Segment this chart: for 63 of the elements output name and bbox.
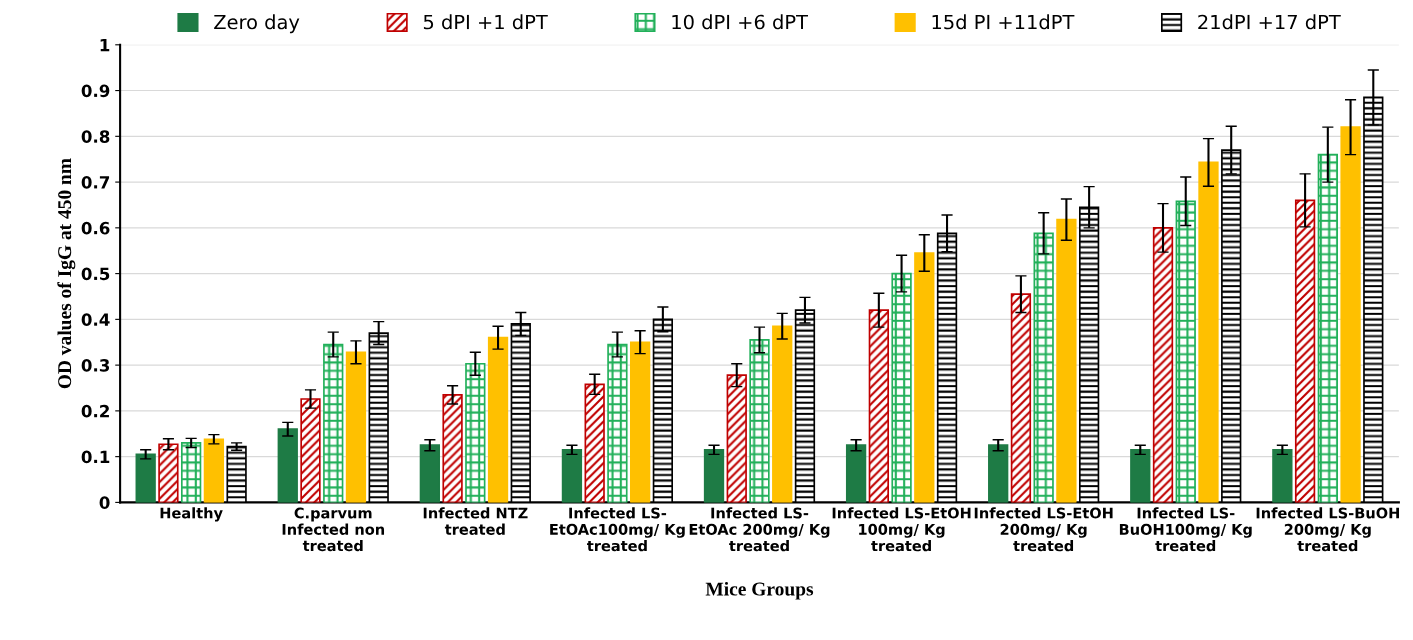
bar bbox=[345, 351, 367, 503]
x-tick-label: Infected NTZ treated bbox=[423, 507, 528, 535]
bar bbox=[1056, 218, 1077, 503]
x-tick-label: Infected LS- EtOAc 200mg/ Kg treated bbox=[689, 507, 830, 552]
bar bbox=[1340, 126, 1361, 503]
bar bbox=[1198, 161, 1219, 503]
y-tick-label: 0.3 bbox=[81, 359, 110, 372]
x-tick-label: C.parvum Infected non treated bbox=[282, 507, 385, 552]
bar bbox=[988, 444, 1009, 503]
bar bbox=[726, 374, 747, 503]
bar bbox=[1152, 227, 1174, 503]
legend-label: 21dPI +17 dPT bbox=[1198, 14, 1341, 30]
x-tick-label: Infected LS- BuOH100mg/ Kg treated bbox=[1119, 507, 1252, 552]
x-tick-label: Infected LS-EtOH 100mg/ Kg treated bbox=[832, 507, 971, 552]
x-tick-label: Infected LS-BuOH 200mg/ Kg treated bbox=[1256, 507, 1399, 552]
bar bbox=[607, 343, 628, 503]
x-tick-label: Infected LS- EtOAc100mg/ Kg treated bbox=[550, 507, 685, 552]
y-tick-label: 0.4 bbox=[81, 313, 110, 326]
x-tick-label: Healthy bbox=[160, 507, 223, 522]
bar bbox=[1294, 199, 1316, 503]
y-tick-label: 0.7 bbox=[81, 176, 110, 189]
bar bbox=[203, 438, 225, 503]
y-tick-label: 1 bbox=[100, 38, 110, 52]
bar bbox=[277, 428, 298, 503]
bar bbox=[1272, 448, 1293, 503]
y-tick-label: 0.6 bbox=[81, 221, 110, 235]
bar bbox=[442, 394, 463, 503]
bar bbox=[323, 343, 344, 503]
bar bbox=[1175, 200, 1196, 503]
bar bbox=[749, 339, 770, 503]
bar bbox=[487, 336, 509, 503]
bar bbox=[891, 272, 912, 503]
y-tick-label: 0 bbox=[99, 496, 110, 509]
legend-label: 15d PI +11dPT bbox=[932, 14, 1075, 30]
x-tick-label: Infected LS-EtOH 200mg/ Kg treated bbox=[974, 507, 1113, 552]
y-tick-label: 0.1 bbox=[81, 450, 110, 464]
bar bbox=[300, 398, 321, 503]
bar bbox=[914, 252, 935, 503]
y-tick-label: 0.5 bbox=[81, 267, 110, 281]
bar bbox=[629, 341, 651, 503]
bar bbox=[584, 383, 605, 503]
x-axis-title: Mice Groups bbox=[705, 581, 814, 600]
bar bbox=[1317, 153, 1338, 503]
legend-label: 5 dPI +1 dPT bbox=[423, 14, 548, 30]
bar bbox=[1130, 448, 1151, 503]
bar bbox=[465, 362, 486, 503]
bar bbox=[561, 448, 583, 503]
bar bbox=[158, 443, 179, 503]
bar bbox=[1033, 232, 1054, 503]
bar bbox=[868, 309, 889, 503]
y-axis-title: OD values of IgG at 450 nm bbox=[57, 158, 76, 389]
bar bbox=[180, 442, 202, 503]
y-tick-label: 0.9 bbox=[81, 84, 110, 98]
legend-label: Zero day bbox=[214, 14, 300, 34]
bar bbox=[1010, 293, 1032, 503]
bar bbox=[135, 453, 156, 503]
legend-label: 10 dPI +6 dPT bbox=[672, 14, 809, 30]
bar bbox=[703, 448, 725, 503]
y-tick-label: 0.8 bbox=[81, 130, 110, 143]
bar bbox=[419, 444, 441, 503]
bar bbox=[772, 325, 793, 503]
y-tick-label: 0.2 bbox=[81, 404, 109, 418]
bar bbox=[845, 444, 867, 503]
